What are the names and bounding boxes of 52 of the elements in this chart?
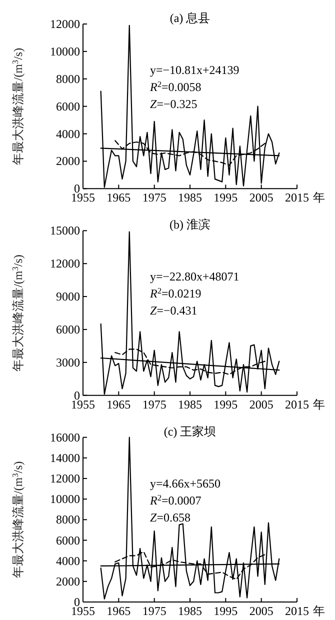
x-tick-label: 1995 xyxy=(214,397,238,412)
y-tick-label: 8000 xyxy=(56,512,80,527)
x-tick-label: 2015 xyxy=(285,397,309,412)
x-tick-label: 1965 xyxy=(106,397,131,412)
x-tick-label: 2005 xyxy=(249,604,274,618)
annotation: y=−10.81x+24139 xyxy=(150,63,240,77)
y-tick-label: 3000 xyxy=(56,355,80,370)
x-tick-label: 1975 xyxy=(142,604,166,618)
annotation: y=−22.80x+48071 xyxy=(150,270,240,284)
y-tick-label: 6000 xyxy=(56,322,80,336)
x-tick-label: 1965 xyxy=(106,190,131,205)
x-axis-title: 年 xyxy=(313,397,325,412)
y-tick-label: 2000 xyxy=(56,574,80,588)
chart-title: (c) 王家坝 xyxy=(164,424,216,438)
x-tick-label: 1975 xyxy=(142,397,166,412)
annotation: R$^{2}$=0.0007 xyxy=(149,492,202,508)
annotation: Z=−0.431 xyxy=(150,304,198,318)
annotation: R$^{2}$=0.0058 xyxy=(149,80,202,94)
x-tick-label: 1985 xyxy=(178,190,202,205)
y-tick-label: 4000 xyxy=(56,126,80,141)
x-tick-label: 2005 xyxy=(249,397,274,412)
x-tick-label: 2015 xyxy=(285,190,309,205)
annotation: Z=0.658 xyxy=(150,510,190,524)
y-tick-label: 12000 xyxy=(50,472,80,486)
x-tick-label: 1995 xyxy=(214,604,238,618)
chart-title: (b) 淮滨 xyxy=(170,218,210,232)
x-tick-label: 1985 xyxy=(178,397,202,412)
y-tick-label: 2000 xyxy=(56,154,80,168)
y-tick-label: 8000 xyxy=(56,72,80,86)
y-tick-label: 12000 xyxy=(50,17,80,31)
y-tick-label: 16000 xyxy=(50,430,80,444)
x-axis-title: 年 xyxy=(313,190,325,205)
y-tick-label: 10000 xyxy=(50,44,80,58)
y-tick-label: 6000 xyxy=(56,533,80,548)
x-tick-label: 1975 xyxy=(142,190,166,205)
y-tick-label: 15000 xyxy=(50,224,80,238)
chart-title: (a) 息县 xyxy=(170,11,210,25)
x-axis-title: 年 xyxy=(313,604,325,618)
x-tick-label: 2005 xyxy=(249,190,274,205)
annotation: y=4.66x+5650 xyxy=(150,476,221,490)
x-tick-label: 1985 xyxy=(178,604,202,618)
annotation: Z=−0.325 xyxy=(150,97,198,111)
y-tick-label: 10000 xyxy=(50,492,80,506)
y-tick-label: 9000 xyxy=(56,290,80,304)
y-tick-label: 6000 xyxy=(56,99,80,114)
y-tick-label: 14000 xyxy=(50,450,80,465)
y-tick-label: 4000 xyxy=(56,554,80,568)
y-tick-label: 12000 xyxy=(50,256,80,271)
x-tick-label: 2015 xyxy=(285,604,309,618)
x-tick-label: 1995 xyxy=(214,190,238,205)
annotation: R$^{2}$=0.0219 xyxy=(149,286,202,301)
x-tick-label: 1965 xyxy=(106,604,131,618)
